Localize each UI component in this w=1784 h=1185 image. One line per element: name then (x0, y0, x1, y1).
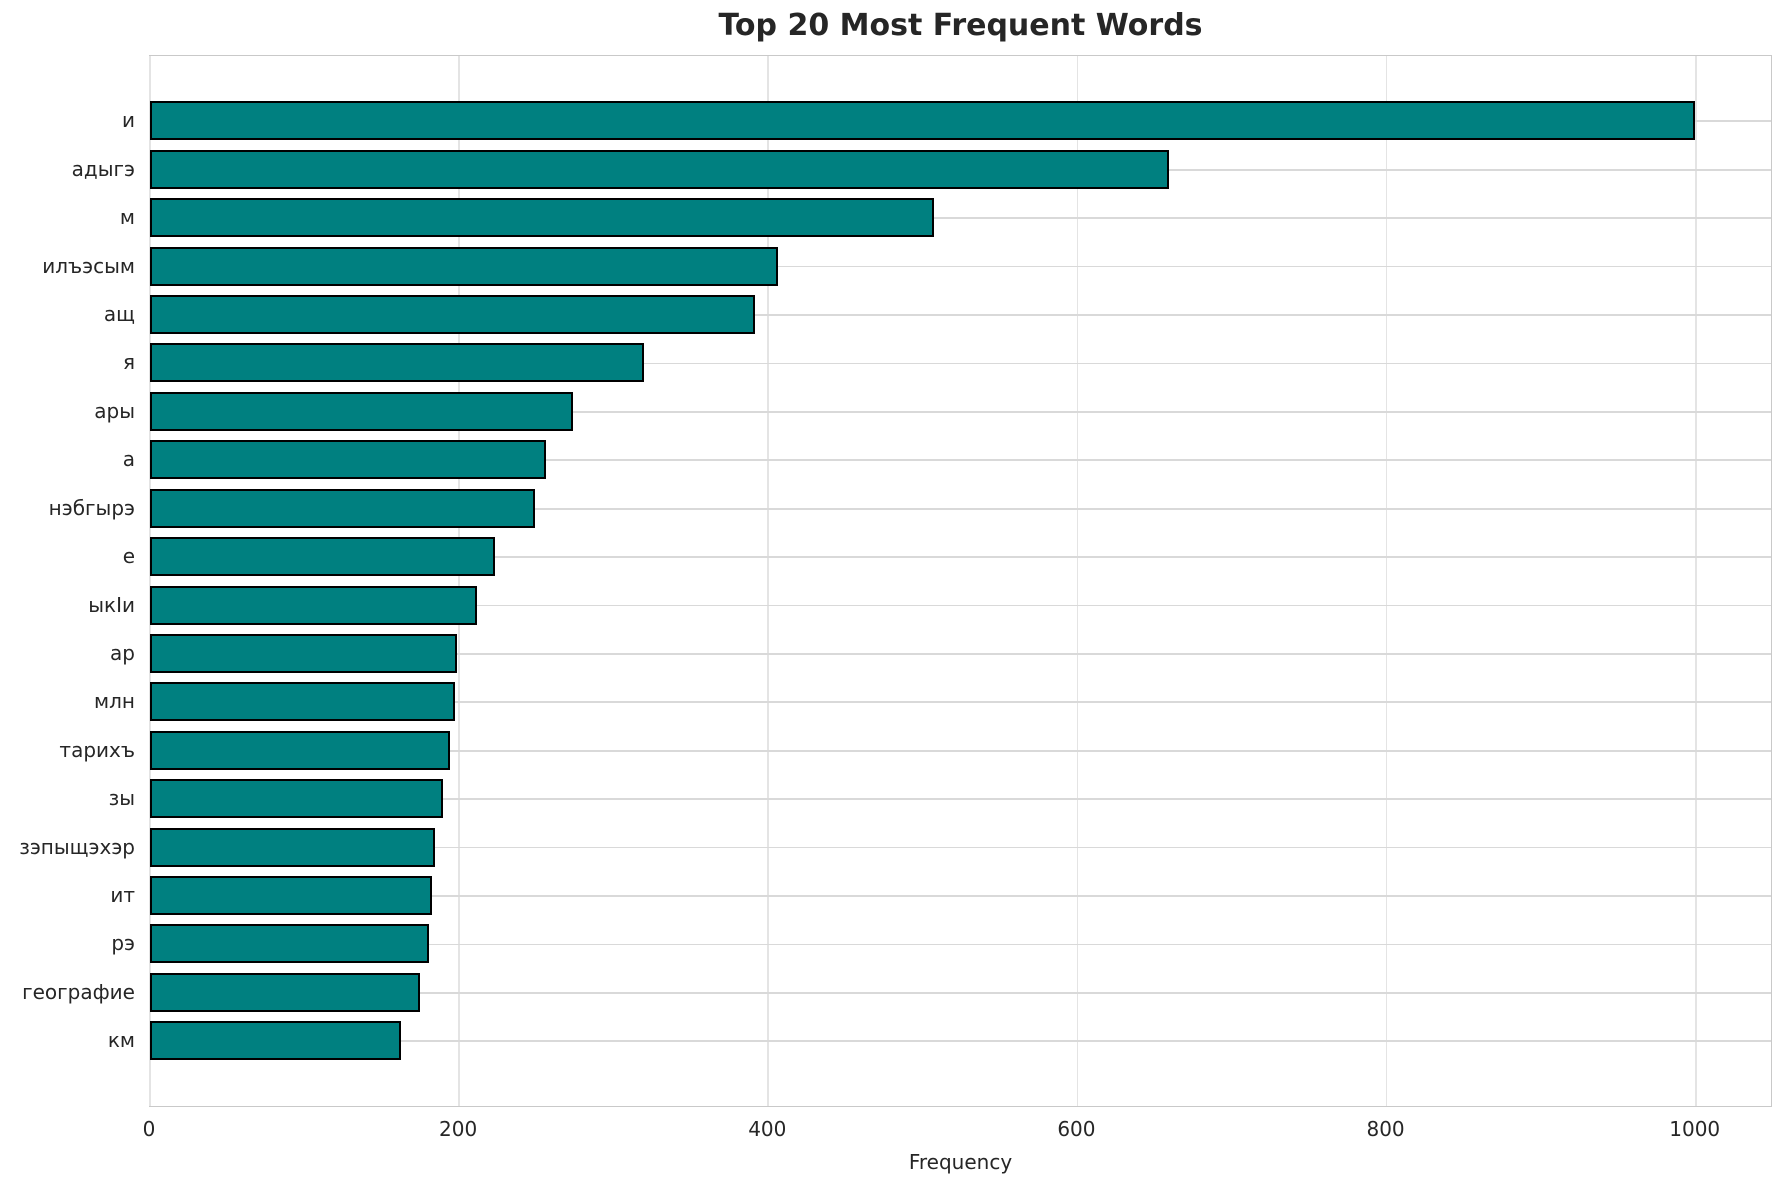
bar-нэбгырэ (150, 488, 536, 528)
y-tick-label: географие (22, 979, 135, 1004)
y-gridline (150, 991, 1771, 994)
y-gridline (150, 217, 1771, 220)
x-gridline (767, 56, 770, 1106)
y-gridline (150, 459, 1771, 462)
y-tick-label: км (107, 1028, 135, 1053)
y-tick-label: зэпыщэхэр (19, 834, 135, 859)
bar-ары (150, 391, 573, 431)
y-tick-label: рэ (111, 931, 135, 956)
y-gridline (150, 410, 1771, 413)
bar-зы (150, 779, 443, 819)
bar-а (150, 440, 547, 480)
y-gridline (150, 943, 1771, 946)
x-gridline (1385, 56, 1388, 1106)
x-gridline (458, 56, 461, 1106)
y-tick-label: ыкIи (88, 592, 135, 617)
y-gridline (150, 749, 1771, 752)
y-gridline (150, 798, 1771, 801)
bar-млн (150, 682, 456, 722)
y-tick-label: е (122, 544, 135, 569)
bar-я (150, 343, 644, 383)
bar-адыгэ (150, 149, 1170, 189)
bar-ыкIи (150, 585, 477, 625)
bar-ащ (150, 294, 755, 334)
y-tick-label: ары (94, 398, 135, 423)
bar-илъэсым (150, 246, 779, 286)
x-tick-label: 800 (1366, 1117, 1405, 1141)
x-tick-label: 200 (439, 1117, 478, 1141)
bar-м (150, 198, 935, 238)
x-tick-label: 1000 (1669, 1117, 1721, 1141)
y-gridline (150, 701, 1771, 704)
bar-е (150, 537, 496, 577)
bar-зэпыщэхэр (150, 827, 435, 867)
y-gridline (150, 362, 1771, 365)
x-tick-label: 0 (142, 1117, 156, 1141)
y-gridline (150, 556, 1771, 558)
x-axis-label: Frequency (908, 1150, 1013, 1174)
y-gridline (150, 507, 1771, 510)
y-gridline (150, 604, 1771, 607)
y-tick-label: ащ (103, 301, 135, 326)
y-tick-label: и (122, 108, 135, 133)
x-tick-label: 600 (1057, 1117, 1096, 1141)
y-tick-label: я (122, 350, 135, 375)
y-tick-label: адыгэ (71, 156, 135, 181)
bar-км (150, 1021, 401, 1061)
bar-тарихъ (150, 730, 451, 770)
y-gridline (150, 265, 1771, 268)
y-gridline (150, 1040, 1771, 1043)
bar-ар (150, 633, 457, 673)
y-tick-label: нэбгырэ (48, 495, 135, 520)
bar-рэ (150, 924, 429, 964)
y-gridline (150, 846, 1771, 849)
plot-area (149, 55, 1772, 1107)
y-tick-label: зы (108, 786, 135, 811)
y-gridline (150, 314, 1771, 316)
bar-географие (150, 972, 420, 1012)
x-gridline (1694, 56, 1697, 1106)
bar-ит (150, 876, 432, 916)
x-tick-label: 400 (748, 1117, 787, 1141)
y-tick-label: м (119, 205, 135, 230)
x-gridline (1076, 56, 1079, 1106)
y-tick-label: тарихъ (59, 737, 135, 762)
y-tick-label: ит (110, 883, 135, 908)
bar-и (150, 101, 1695, 141)
y-tick-label: а (122, 447, 135, 472)
chart-title: Top 20 Most Frequent Words (718, 8, 1203, 43)
x-gridline (149, 56, 151, 1106)
y-gridline (150, 895, 1771, 897)
y-tick-label: ар (110, 640, 135, 665)
y-gridline (150, 653, 1771, 655)
y-tick-label: илъэсым (42, 253, 135, 278)
y-tick-label: млн (94, 689, 135, 714)
